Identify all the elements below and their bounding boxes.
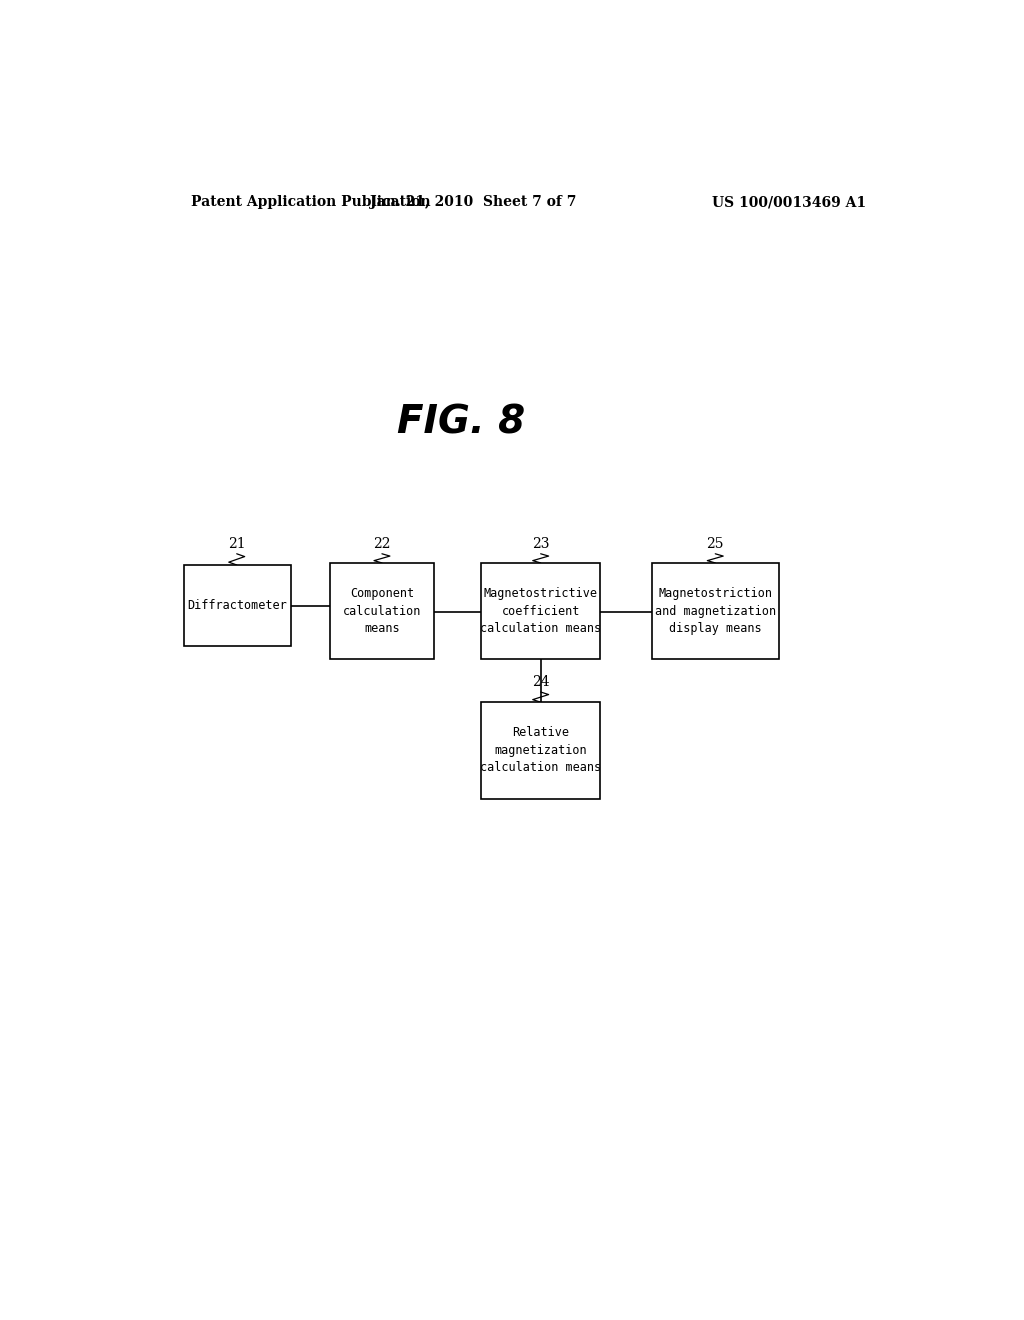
Text: US 100/0013469 A1: US 100/0013469 A1 xyxy=(712,195,866,209)
Bar xyxy=(652,562,779,660)
Text: Patent Application Publication: Patent Application Publication xyxy=(191,195,431,209)
Text: FIG. 8: FIG. 8 xyxy=(397,404,525,442)
Text: Jan. 21, 2010  Sheet 7 of 7: Jan. 21, 2010 Sheet 7 of 7 xyxy=(370,195,577,209)
Text: Component
calculation
means: Component calculation means xyxy=(343,587,421,635)
Bar xyxy=(481,562,600,660)
Text: 24: 24 xyxy=(531,675,550,689)
Bar xyxy=(481,702,600,799)
Text: Diffractometer: Diffractometer xyxy=(187,599,287,612)
Text: 23: 23 xyxy=(531,537,550,550)
Text: Relative
magnetization
calculation means: Relative magnetization calculation means xyxy=(480,726,601,775)
Bar xyxy=(331,562,433,660)
Text: 25: 25 xyxy=(707,537,724,550)
Text: Magnetostriction
and magnetization
display means: Magnetostriction and magnetization displ… xyxy=(654,587,776,635)
Text: 21: 21 xyxy=(228,537,246,550)
Text: Magnetostrictive
coefficient
calculation means: Magnetostrictive coefficient calculation… xyxy=(480,587,601,635)
Bar xyxy=(183,565,291,647)
Text: 22: 22 xyxy=(373,537,391,550)
